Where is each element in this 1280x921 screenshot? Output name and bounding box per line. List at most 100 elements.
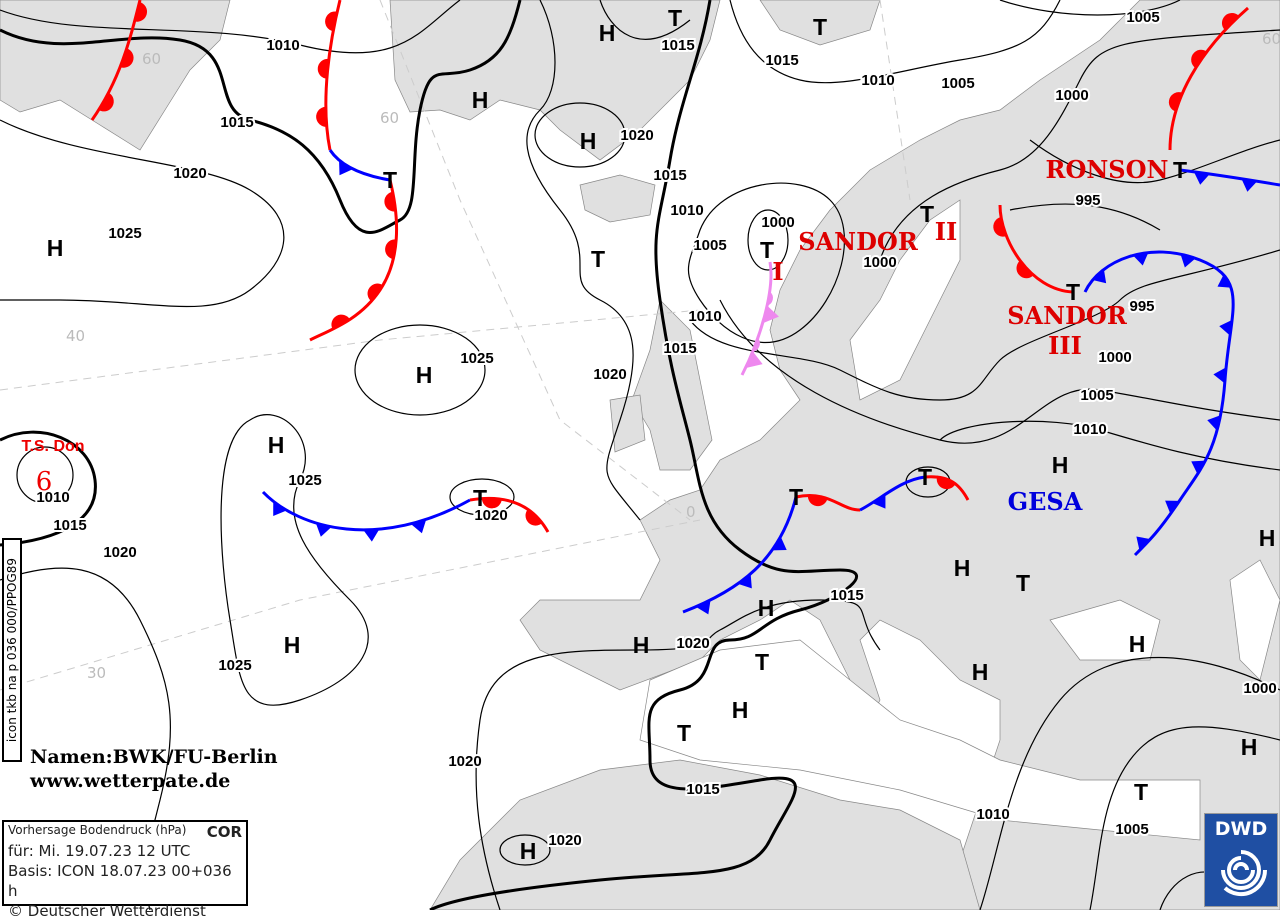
warm-front-semicircle [317, 58, 329, 79]
isobar-thick [429, 0, 858, 910]
isobar-label: 1000 [1243, 680, 1276, 697]
isobar-label: 1025 [218, 657, 251, 674]
dwd-logo-text: DWD [1214, 818, 1268, 840]
warm-front-semicircle [98, 92, 114, 112]
isobar-label: 1020 [620, 127, 653, 144]
seas [639, 199, 1280, 841]
isobar-label: 1005 [1126, 9, 1159, 26]
warm-front-semicircle [807, 494, 828, 507]
occlusion-symbol [745, 338, 763, 368]
warm-front-semicircle [385, 239, 397, 260]
low-pressure-label: T [473, 485, 487, 511]
cold-front [261, 490, 471, 532]
credit-names: Namen:BWK/FU-Berlin [30, 746, 278, 768]
land-uk [631, 299, 713, 471]
high-pressure-label: H [520, 838, 537, 864]
low-pressure-label: T [789, 484, 803, 510]
info-box: Vorhersage Bodendruck (hPa) COR für: Mi. … [2, 820, 248, 920]
high-pressure-label: H [47, 235, 64, 261]
warm-front-semicircle [384, 191, 396, 212]
isobar-thick [0, 0, 522, 234]
low-pressure-label: T [668, 5, 682, 31]
occlusion-symbol [763, 291, 779, 324]
credit-website[interactable]: www.wetterpate.de [30, 770, 231, 792]
isobar-label: 1000 [1098, 349, 1131, 366]
cold-front-triangle [1207, 415, 1221, 431]
cold-front-triangle [1241, 178, 1258, 192]
isobar-label: 1020 [474, 507, 507, 524]
cold-front-triangle [410, 519, 427, 534]
isobar-label: 1010 [670, 202, 703, 219]
isobar-label: 1025 [288, 472, 321, 489]
cold-front-triangle [1217, 273, 1232, 288]
info-valid-time: für: Mi. 19.07.23 12 UTC [8, 842, 191, 860]
warm-front-semicircle [120, 48, 134, 68]
isobar-label: 1005 [693, 237, 726, 254]
system-name-ts-don: T.S. Don [21, 438, 84, 455]
high-pressure-label: H [1052, 452, 1069, 478]
isobar-label: 1020 [448, 753, 481, 770]
cold-front-triangle [1213, 367, 1227, 384]
warm-front-semicircle [1221, 13, 1239, 31]
warm-front-semicircle [525, 508, 543, 526]
warm-front-semicircle [1168, 92, 1183, 112]
cold-front [328, 149, 391, 182]
info-basis: Basis: ICON 18.07.23 00+036 h [8, 862, 232, 900]
high-pressure-label: H [580, 128, 597, 154]
isobar-label: 1005 [1080, 387, 1113, 404]
warm-front-semicircle [993, 217, 1007, 237]
low-pressure-label: T [813, 14, 827, 40]
low-pressure-label: T [1173, 157, 1187, 183]
warm-front [795, 494, 861, 512]
isobar-label: 1010 [36, 489, 69, 506]
cold-front-triangle [1219, 319, 1233, 336]
land-iceland [579, 174, 656, 223]
low-pressure-label: T [760, 237, 774, 263]
warm-front-semicircle [936, 475, 957, 490]
high-pressure-label: H [732, 697, 749, 723]
sea-black [1049, 599, 1161, 661]
cold-front-triangle [1193, 171, 1210, 185]
warm-front [324, 0, 342, 151]
cold-front-triangle [872, 494, 886, 509]
high-pressure-label: H [416, 362, 433, 388]
cold-front-triangle [363, 529, 380, 542]
warm-front [998, 204, 1074, 294]
swirl-icon [1221, 850, 1268, 897]
land-ireland [609, 394, 646, 453]
warm-front-semicircle [325, 11, 338, 32]
system-name-sandor-i: I [772, 257, 783, 286]
isobar-label: 1010 [266, 37, 299, 54]
system-name-gesa: GESA [1008, 487, 1083, 516]
isobar-label: 1010 [688, 308, 721, 325]
warm-front [90, 0, 142, 121]
isobar-label: 1005 [941, 75, 974, 92]
isobar-label: 1010 [1073, 421, 1106, 438]
cold-front-triangle [1132, 252, 1149, 266]
isobar-label: 1000 [1055, 87, 1088, 104]
system-name-sandor-iii: SANDOR [1007, 301, 1128, 330]
warm-front [309, 179, 398, 342]
low-pressure-label: T [1066, 279, 1080, 305]
low-pressure-label: T [1134, 779, 1148, 805]
lat-label: 0 [686, 503, 696, 521]
graticule [0, 0, 911, 691]
isobar-label: 1020 [103, 544, 136, 561]
isobar-label: 1015 [830, 587, 863, 604]
cold-front [682, 496, 798, 614]
high-pressure-label: H [472, 87, 489, 113]
cor-badge: COR [206, 823, 242, 841]
isobar-label: 1015 [220, 114, 253, 131]
warm-front-semicircle [367, 283, 384, 302]
isobar-label: 1020 [173, 165, 206, 182]
cold-front [859, 475, 926, 512]
occlusion [740, 261, 773, 376]
system-name-ronson: RONSON [1046, 155, 1169, 184]
warm-front-semicircle [134, 2, 148, 22]
lat-label: 60 [1262, 30, 1280, 48]
warm-front-semicircle [481, 498, 502, 509]
model-id-text: icon tkb na p 036 000/PPOG89 [5, 557, 19, 743]
